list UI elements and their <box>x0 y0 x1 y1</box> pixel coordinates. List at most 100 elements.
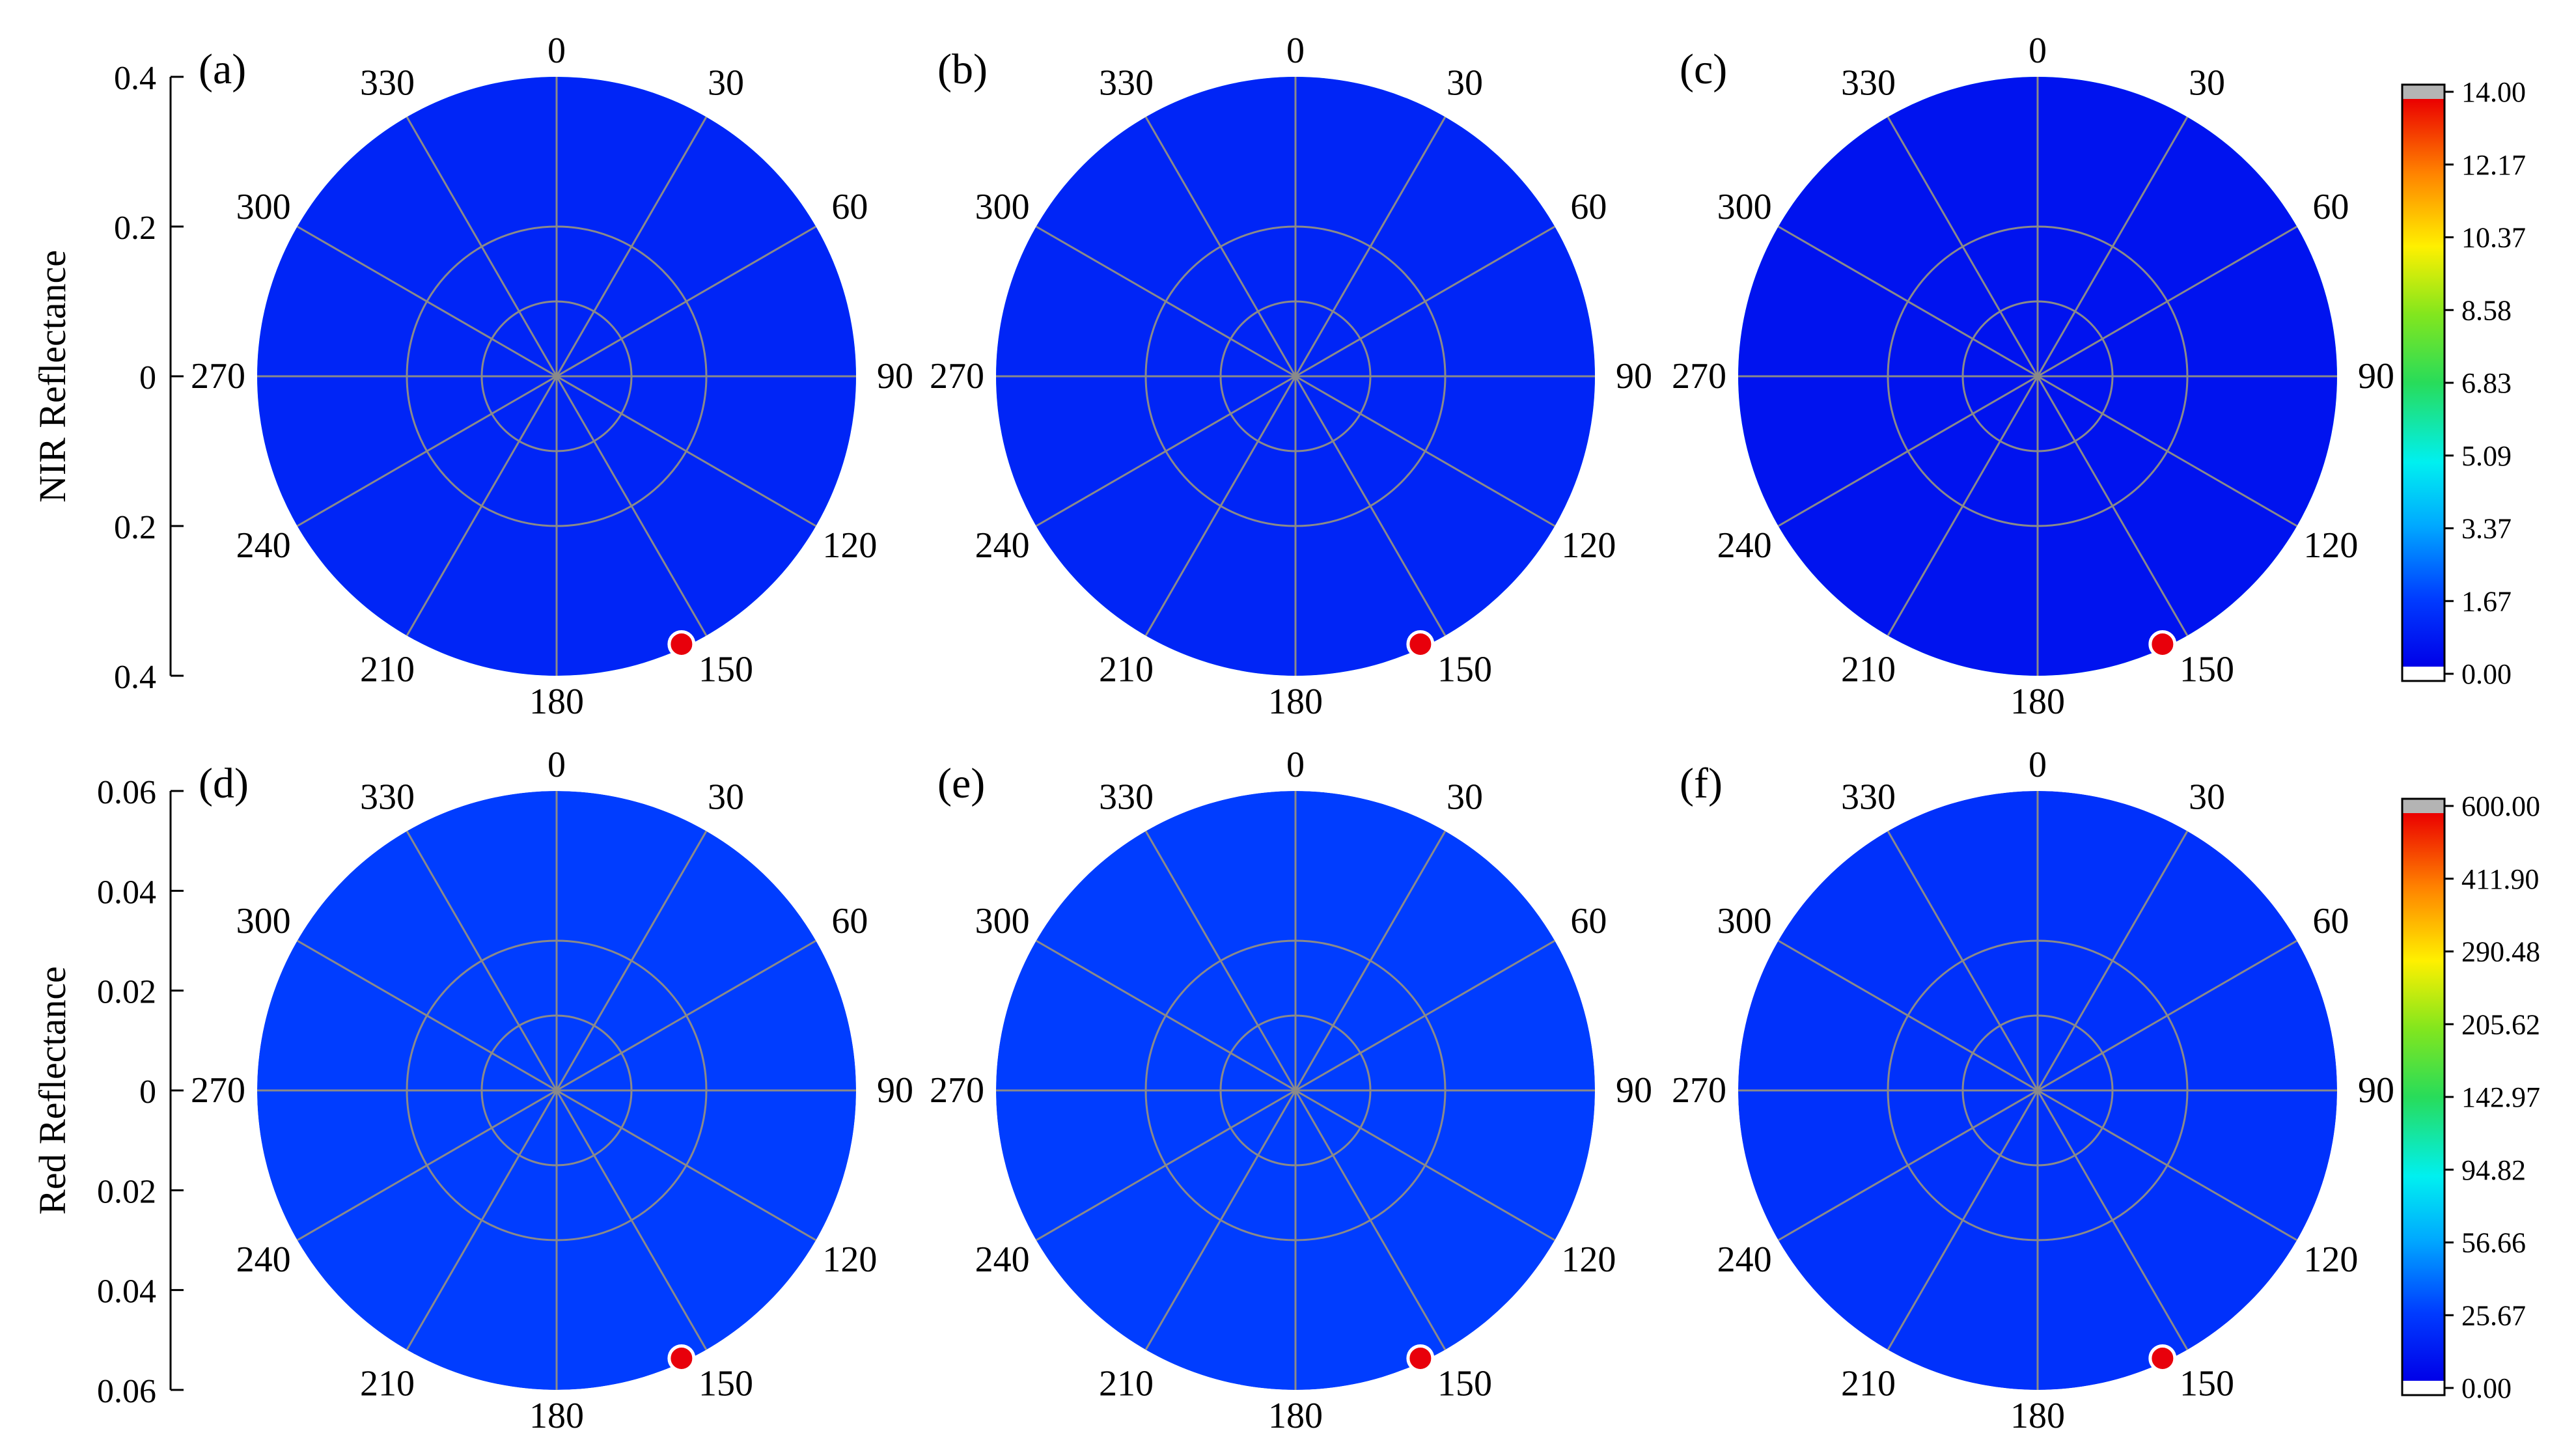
angle-label: 300 <box>1717 187 1772 227</box>
colorbar-label: 600.00 <box>2461 790 2540 822</box>
angle-label: 240 <box>236 525 291 566</box>
colorbar-over-cap <box>2402 85 2444 99</box>
angle-label: 180 <box>2010 682 2065 722</box>
angle-label: 60 <box>831 187 868 227</box>
panel-label: (b) <box>937 46 988 93</box>
angle-label: 240 <box>975 525 1030 566</box>
angle-label: 180 <box>2010 1396 2065 1436</box>
angle-label: 180 <box>529 682 584 722</box>
ring-gridline <box>1887 939 2189 1241</box>
colorbar-gradient <box>2402 813 2444 1381</box>
angle-label: 90 <box>1616 356 1652 396</box>
angle-label: 120 <box>1561 1240 1616 1280</box>
polar-panel-f: 0 30 60 90 120 150 180 210 240 270 300 330 (f) <box>1672 745 2394 1436</box>
sun-position-marker <box>667 1344 696 1372</box>
angle-label: 300 <box>1717 901 1772 941</box>
colorbar-label: 411.90 <box>2461 863 2539 895</box>
colorbar-label: 12.17 <box>2461 149 2526 181</box>
y-axes: 0.4 0.2 0 0.2 0.4 NIR Reflectance 0.06 0.04 0.02… <box>31 60 184 1410</box>
angle-label: 210 <box>360 649 415 689</box>
colorbar-row-2: 600.00 411.90 290.48 205.62 142.97 94.82 56.66… <box>2401 790 2540 1404</box>
ring-gridline <box>1961 300 2114 452</box>
angle-label: 330 <box>1841 63 1896 104</box>
colorbar-label: 25.67 <box>2461 1299 2526 1331</box>
radial-gridline <box>1887 116 2189 637</box>
y-tick-label: 0.4 <box>114 659 156 696</box>
colorbar-label: 56.66 <box>2461 1227 2526 1259</box>
ring-gridline <box>1144 225 1447 527</box>
angle-label: 180 <box>1268 682 1323 722</box>
angle-label: 330 <box>360 777 415 818</box>
angle-label: 210 <box>1099 649 1154 689</box>
colorbar-label: 14.00 <box>2461 76 2526 108</box>
y-tick-label: 0.06 <box>97 774 156 811</box>
y-tick-label: 0 <box>139 1074 156 1111</box>
angle-label: 0 <box>1286 745 1305 785</box>
angle-label: 120 <box>1561 525 1616 566</box>
angle-label: 210 <box>1099 1363 1154 1404</box>
ring-gridline <box>1887 225 2189 527</box>
polar-panel-b: 0 30 60 90 120 150 180 210 240 270 300 330 (b) <box>930 31 1652 722</box>
angle-label: 30 <box>1447 63 1483 104</box>
angle-label: 0 <box>2029 745 2047 785</box>
angle-label: 240 <box>975 1240 1030 1280</box>
angle-label: 270 <box>1672 1070 1726 1111</box>
angle-label: 60 <box>1570 187 1607 227</box>
angle-label: 240 <box>1717 525 1772 566</box>
y-tick-label: 0.04 <box>97 874 156 911</box>
angle-label: 270 <box>930 356 984 396</box>
panel-label: (c) <box>1680 46 1727 93</box>
radial-gridline <box>406 116 708 637</box>
ring-gridline <box>480 300 633 452</box>
angle-label: 150 <box>2180 1363 2234 1404</box>
angle-label: 300 <box>975 901 1030 941</box>
angle-label: 210 <box>1841 1363 1896 1404</box>
y-axis-row-2: 0.06 0.04 0.02 0 0.02 0.04 0.06 Red Reflectance <box>31 774 184 1410</box>
colorbar-label: 205.62 <box>2461 1008 2540 1040</box>
colorbar-under-cap <box>2402 1381 2444 1395</box>
ring-gridline <box>406 225 708 527</box>
radial-gridline <box>1144 116 1447 637</box>
angle-label: 180 <box>1268 1396 1323 1436</box>
ring-gridline <box>1219 300 1372 452</box>
angle-label: 330 <box>1841 777 1896 818</box>
angle-label: 90 <box>1616 1070 1652 1111</box>
angle-label: 30 <box>2189 777 2225 818</box>
radial-gridline <box>1887 830 2189 1351</box>
angle-label: 300 <box>236 901 291 941</box>
y-axis-row-1: 0.4 0.2 0 0.2 0.4 NIR Reflectance <box>31 60 184 696</box>
angle-label: 330 <box>1099 777 1154 818</box>
angle-label: 270 <box>1672 356 1726 396</box>
angle-label: 60 <box>2312 187 2349 227</box>
angle-label: 30 <box>1447 777 1483 818</box>
angle-label: 0 <box>547 31 566 71</box>
angle-label: 30 <box>2189 63 2225 104</box>
sun-position-marker <box>1406 630 1435 658</box>
angle-label: 150 <box>1437 649 1492 689</box>
sun-position-marker <box>2148 1344 2177 1372</box>
sun-position-marker <box>1406 1344 1435 1372</box>
colorbar-label: 0.00 <box>2461 658 2512 690</box>
polar-panel-a: 0 30 60 90 120 150 180 210 240 270 300 330 (a) <box>191 31 913 722</box>
angle-label: 210 <box>360 1363 415 1404</box>
angle-label: 150 <box>2180 649 2234 689</box>
sun-position-marker <box>667 630 696 658</box>
angle-label: 120 <box>2303 1240 2358 1280</box>
y-tick-label: 0.2 <box>114 509 156 546</box>
angle-label: 0 <box>547 745 566 785</box>
panel-label: (f) <box>1680 760 1723 807</box>
ring-gridline <box>480 1014 633 1167</box>
polar-panel-c: 0 30 60 90 120 150 180 210 240 270 300 330 (c) <box>1672 31 2394 722</box>
colorbar-over-cap <box>2402 799 2444 813</box>
colorbar-gradient <box>2402 99 2444 667</box>
angle-label: 300 <box>975 187 1030 227</box>
angle-label: 0 <box>1286 31 1305 71</box>
y-axis-label: Red Reflectance <box>31 966 74 1215</box>
angle-label: 120 <box>822 525 877 566</box>
angle-label: 300 <box>236 187 291 227</box>
angle-label: 270 <box>191 1070 245 1111</box>
colorbar-label: 8.58 <box>2461 294 2512 326</box>
y-tick-label: 0 <box>139 359 156 396</box>
angle-label: 60 <box>2312 901 2349 941</box>
